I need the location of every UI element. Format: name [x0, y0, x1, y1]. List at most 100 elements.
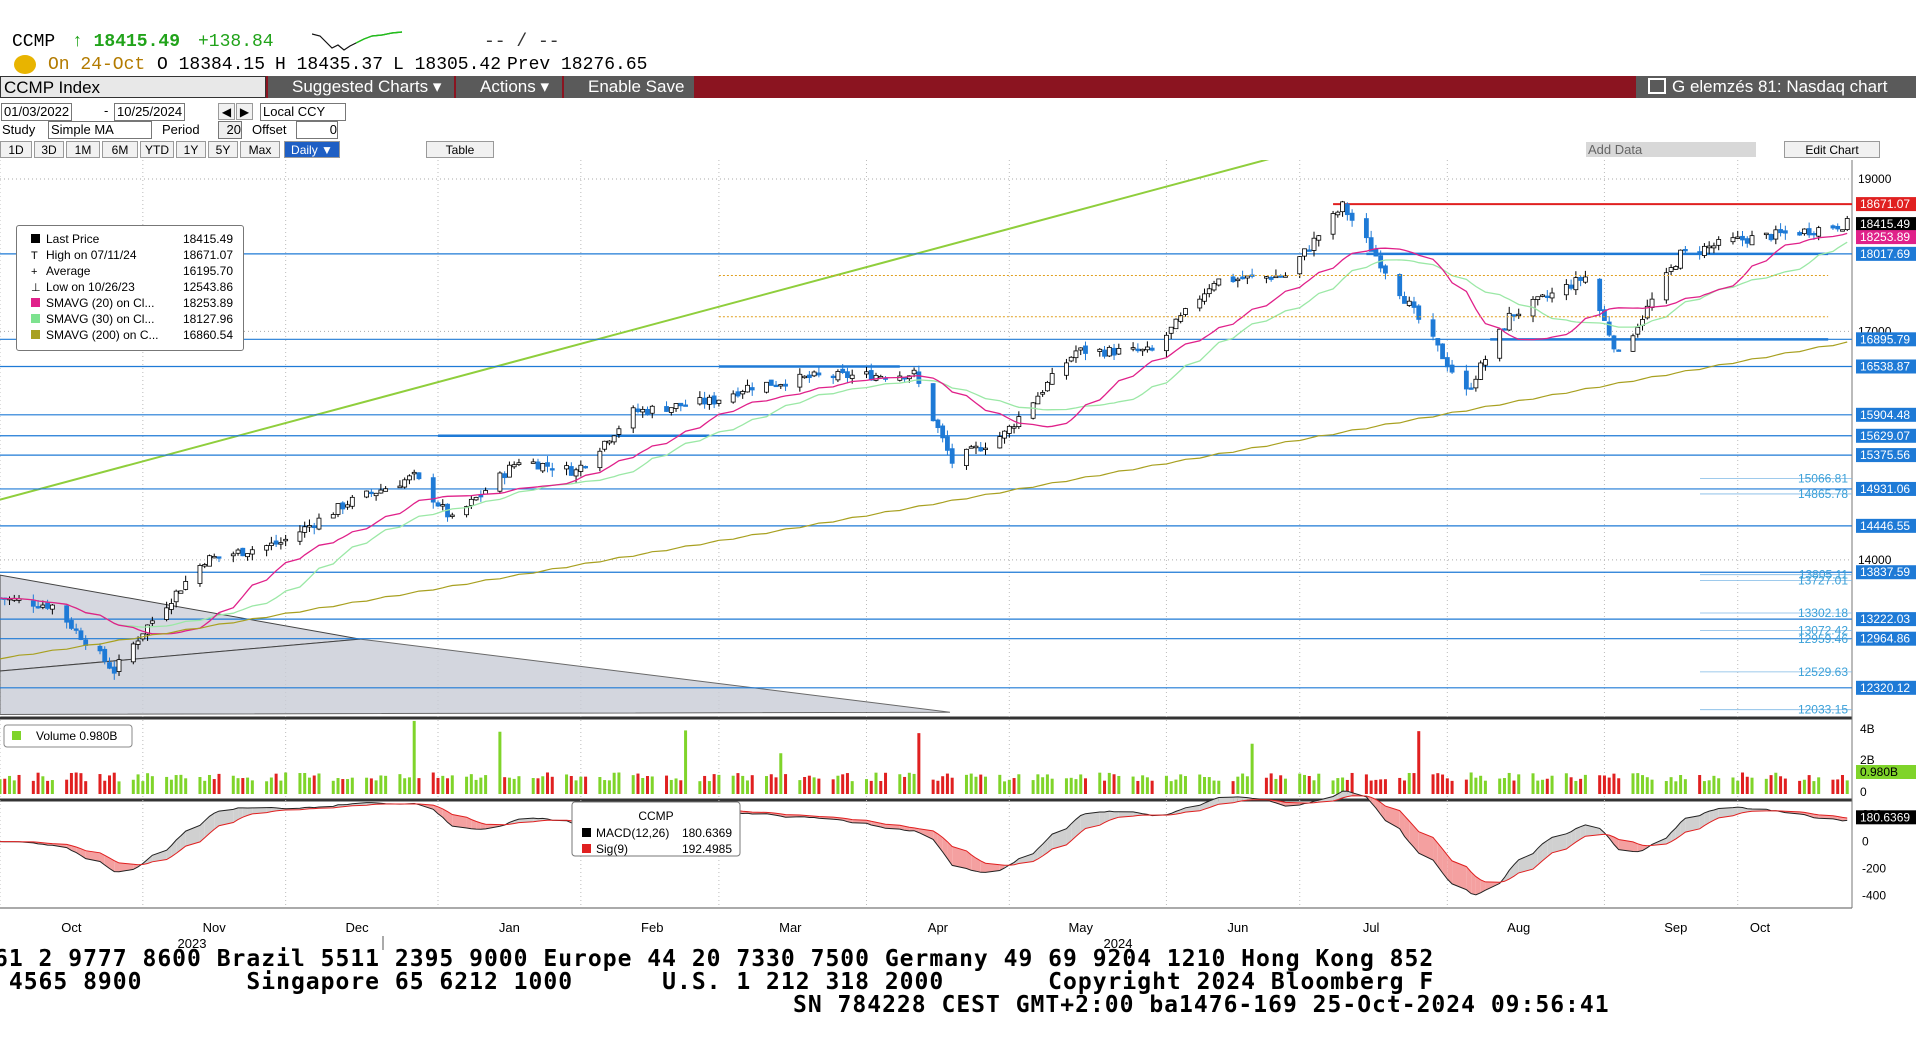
- candle-body: [202, 564, 208, 567]
- header-symbol: CCMP: [12, 32, 56, 52]
- volume-bar: [1083, 778, 1087, 794]
- candle-body: [940, 425, 946, 439]
- candle-body: [1049, 373, 1055, 385]
- candle-body: [1649, 298, 1655, 308]
- macd-fill: [1337, 791, 1343, 800]
- volume-bar: [317, 773, 321, 794]
- volume-bar: [1679, 775, 1683, 794]
- macd-legend-box: [571, 801, 741, 857]
- range-button-1y[interactable]: 1Y: [176, 141, 206, 158]
- date-from-field[interactable]: 01/03/2022: [1, 103, 73, 121]
- signal-line: [0, 795, 1848, 883]
- volume-bar: [12, 780, 16, 794]
- volume-bar: [707, 781, 711, 794]
- volume-bar: [484, 775, 488, 794]
- volume-bar: [1136, 780, 1140, 794]
- edit-chart-button[interactable]: Edit Chart: [1784, 141, 1880, 158]
- candle-body: [1016, 416, 1022, 428]
- candle-body: [1216, 278, 1222, 286]
- volume-bar: [1712, 775, 1716, 794]
- macd-fill: [104, 855, 110, 869]
- range-button-6m[interactable]: 6M: [102, 141, 138, 158]
- volume-bar: [1402, 780, 1406, 794]
- enable-save-button[interactable]: Enable Save: [564, 76, 694, 98]
- price-axis-label: 19000: [1858, 172, 1892, 186]
- candle-body: [1178, 315, 1184, 322]
- range-button-ytd[interactable]: YTD: [140, 141, 174, 158]
- add-data-field[interactable]: Add Data: [1586, 142, 1756, 157]
- candle-body: [1668, 267, 1674, 272]
- candle-body: [811, 371, 817, 377]
- security-field[interactable]: CCMP Index: [0, 76, 266, 98]
- table-button[interactable]: Table: [426, 141, 494, 158]
- suggested-charts-menu[interactable]: Suggested Charts ▾: [268, 76, 454, 98]
- price-tag-bg: [1856, 518, 1916, 533]
- volume-bar: [1507, 772, 1511, 794]
- range-button-3d[interactable]: 3D: [34, 141, 64, 158]
- candle-body: [430, 477, 436, 503]
- actions-menu[interactable]: Actions ▾: [456, 76, 562, 98]
- candle-body: [1335, 211, 1341, 216]
- price-tag-bg: [1856, 332, 1916, 347]
- volume-bar: [1536, 780, 1540, 794]
- volume-bar: [1141, 775, 1145, 794]
- candle-body: [102, 648, 108, 662]
- candle-body: [968, 446, 974, 449]
- volume-bar: [864, 779, 868, 794]
- volume-bar: [1683, 779, 1687, 794]
- range-button-1m[interactable]: 1M: [66, 141, 100, 158]
- volume-bar: [50, 780, 54, 794]
- volume-bar: [1050, 778, 1054, 794]
- x-axis-year: 2024: [1104, 936, 1133, 951]
- date-prev-button[interactable]: ◀: [218, 103, 235, 120]
- price-tag-bg: [1856, 631, 1916, 646]
- candle-body: [1540, 294, 1545, 297]
- range-button-1d[interactable]: 1D: [0, 141, 32, 158]
- candle-body: [1778, 229, 1783, 234]
- candle-body: [1035, 395, 1041, 405]
- sig-legend-swatch: [582, 844, 591, 853]
- macd-fill: [933, 830, 938, 846]
- chart-title-panel[interactable]: G elemzés 81: Nasdaq chart: [1636, 76, 1916, 98]
- candle-body: [716, 399, 722, 404]
- volume-bar: [1079, 774, 1083, 794]
- volume-bar: [1064, 778, 1068, 794]
- frequency-select[interactable]: Daily ▼: [284, 141, 340, 158]
- enable-save-label: Enable Save: [588, 77, 685, 96]
- candle-body: [373, 492, 379, 497]
- candle-body: [930, 383, 936, 422]
- period-field[interactable]: 20: [218, 121, 242, 139]
- volume-bar: [1398, 777, 1402, 794]
- date-to-field[interactable]: 10/25/2024: [114, 103, 186, 121]
- date-next-button[interactable]: ▶: [236, 103, 253, 120]
- x-axis-month: Aug: [1507, 920, 1530, 935]
- candle-body: [1283, 275, 1288, 278]
- range-button-max[interactable]: Max: [240, 141, 280, 158]
- candle-body: [1597, 278, 1603, 312]
- macd-fill: [147, 855, 153, 864]
- volume-bar: [1512, 780, 1516, 794]
- volume-bar: [841, 774, 845, 794]
- legend-label: Average: [46, 264, 91, 278]
- volume-bar: [869, 780, 873, 794]
- offset-field[interactable]: 0: [296, 121, 338, 139]
- chart-title: G elemzés 81: Nasdaq chart: [1672, 77, 1888, 96]
- candle-body: [507, 464, 512, 478]
- candle-body: [1097, 348, 1103, 352]
- price-tag-bg: [1856, 448, 1916, 463]
- study-select[interactable]: Simple MA: [48, 121, 152, 139]
- volume-bar: [1831, 779, 1835, 794]
- volume-bar: [1736, 780, 1740, 794]
- fib-label: 12033.15: [1798, 703, 1848, 717]
- currency-select[interactable]: Local CCY: [260, 103, 347, 121]
- macd-fill: [1642, 845, 1648, 851]
- volume-bar: [845, 773, 849, 794]
- price-tag-bg: [1856, 481, 1916, 496]
- candle-body: [40, 604, 46, 608]
- volume-bar: [1807, 775, 1811, 794]
- price-tag: 18415.49: [1860, 217, 1910, 231]
- volume-bar: [1069, 777, 1073, 794]
- candle-body: [964, 448, 969, 466]
- range-button-5y[interactable]: 5Y: [208, 141, 238, 158]
